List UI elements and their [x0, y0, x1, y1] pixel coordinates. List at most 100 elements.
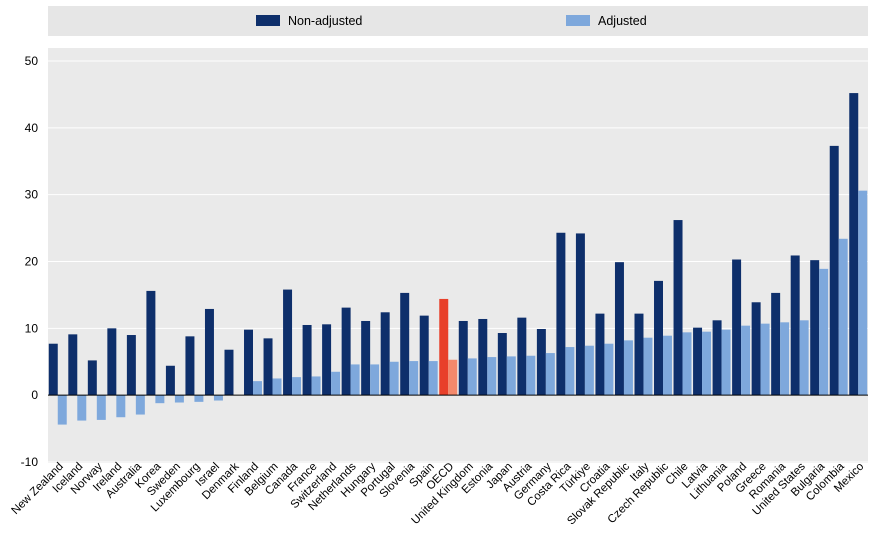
bar-non-adjusted: [751, 302, 761, 396]
bar-adjusted: [741, 325, 751, 396]
bar-adjusted: [526, 355, 536, 396]
bar-non-adjusted: [400, 292, 410, 396]
bar-adjusted: [467, 358, 477, 396]
bar-non-adjusted: [244, 329, 253, 396]
bar-adjusted: [174, 395, 184, 403]
bar-adjusted: [135, 395, 145, 415]
y-tick-label: -10: [21, 455, 39, 469]
bar-non-adjusted: [517, 317, 527, 396]
bar-adjusted: [780, 322, 790, 396]
bar-adjusted: [155, 395, 165, 404]
x-axis: New ZealandIcelandNorwayIrelandAustralia…: [9, 460, 866, 527]
bar-adjusted: [721, 329, 731, 396]
bar-non-adjusted: [693, 327, 703, 396]
legend-swatch-adjusted: [566, 15, 590, 26]
bar-non-adjusted: [829, 145, 839, 396]
bar-non-adjusted: [439, 298, 449, 396]
bar-adjusted: [57, 395, 67, 425]
bar-adjusted: [799, 320, 809, 396]
bar-non-adjusted: [575, 233, 585, 396]
bar-non-adjusted: [712, 320, 722, 396]
bar-non-adjusted: [380, 312, 390, 396]
bar-adjusted: [584, 345, 594, 396]
bar-non-adjusted: [341, 307, 351, 396]
bar-adjusted: [389, 361, 399, 396]
bar-non-adjusted: [614, 262, 624, 396]
legend-background: [48, 6, 868, 36]
bar-adjusted: [565, 347, 575, 396]
bar-adjusted: [506, 356, 516, 396]
bar-adjusted: [213, 395, 223, 401]
bar-non-adjusted: [224, 349, 234, 396]
bar-non-adjusted: [204, 308, 214, 396]
bar-non-adjusted: [478, 318, 488, 396]
bar-adjusted: [663, 335, 672, 396]
bar-non-adjusted: [849, 93, 859, 396]
legend: Non-adjusted Adjusted: [48, 6, 868, 36]
bar-adjusted: [487, 357, 497, 396]
bar-non-adjusted: [126, 335, 136, 396]
legend-swatch-non-adjusted: [256, 15, 280, 26]
bar-adjusted: [702, 331, 712, 396]
bar-adjusted: [272, 378, 282, 396]
bar-non-adjusted: [263, 338, 273, 396]
y-tick-label: 30: [25, 188, 39, 202]
bar-non-adjusted: [165, 365, 175, 396]
bar-non-adjusted: [87, 360, 97, 396]
bar-adjusted: [682, 332, 692, 396]
bar-non-adjusted: [48, 343, 58, 396]
bar-adjusted: [331, 371, 341, 396]
y-tick-label: 20: [25, 255, 39, 269]
legend-label-adjusted: Adjusted: [598, 14, 647, 28]
bar-non-adjusted: [283, 289, 293, 396]
bar-adjusted: [760, 323, 770, 396]
bar-adjusted: [409, 361, 419, 396]
bar-non-adjusted: [556, 232, 566, 396]
bar-non-adjusted: [790, 255, 800, 396]
bar-non-adjusted: [810, 260, 820, 396]
plot-background: [48, 48, 868, 463]
bar-non-adjusted: [419, 315, 429, 396]
bar-adjusted: [448, 359, 458, 396]
bar-adjusted: [116, 395, 126, 418]
y-tick-label: 40: [25, 121, 39, 135]
bar-adjusted: [604, 343, 614, 396]
bar-adjusted: [370, 364, 380, 396]
bar-adjusted: [545, 353, 555, 396]
bar-non-adjusted: [654, 280, 663, 396]
bar-non-adjusted: [634, 313, 644, 396]
bar-adjusted: [292, 377, 302, 396]
bar-non-adjusted: [361, 320, 371, 396]
bar-adjusted: [858, 190, 868, 396]
bar-adjusted: [194, 395, 204, 402]
y-tick-label: 10: [25, 321, 39, 335]
bar-adjusted: [643, 337, 653, 396]
bar-non-adjusted: [673, 220, 683, 396]
bar-non-adjusted: [68, 334, 78, 396]
bars: [48, 93, 868, 425]
y-axis: -10 0 10 20 30 40 50: [21, 54, 39, 469]
bar-non-adjusted: [497, 333, 507, 396]
bar-non-adjusted: [732, 259, 742, 396]
bar-non-adjusted: [185, 336, 195, 396]
bar-adjusted: [77, 395, 87, 421]
bar-adjusted: [311, 376, 321, 396]
bar-non-adjusted: [302, 324, 312, 396]
bar-adjusted: [819, 268, 829, 396]
bar-non-adjusted: [536, 329, 546, 396]
bar-adjusted: [96, 395, 106, 420]
bar-non-adjusted: [458, 320, 468, 396]
y-tick-label: 50: [25, 54, 39, 68]
bar-adjusted: [350, 364, 360, 396]
bar-non-adjusted: [595, 313, 605, 396]
bar-non-adjusted: [146, 290, 156, 396]
legend-label-non-adjusted: Non-adjusted: [288, 14, 362, 28]
bar-non-adjusted: [107, 328, 117, 396]
bar-non-adjusted: [771, 292, 781, 396]
bar-adjusted: [428, 361, 438, 396]
bar-adjusted: [253, 381, 262, 396]
bar-adjusted: [838, 238, 848, 396]
y-tick-label: 0: [31, 388, 38, 402]
bar-non-adjusted: [322, 324, 332, 396]
